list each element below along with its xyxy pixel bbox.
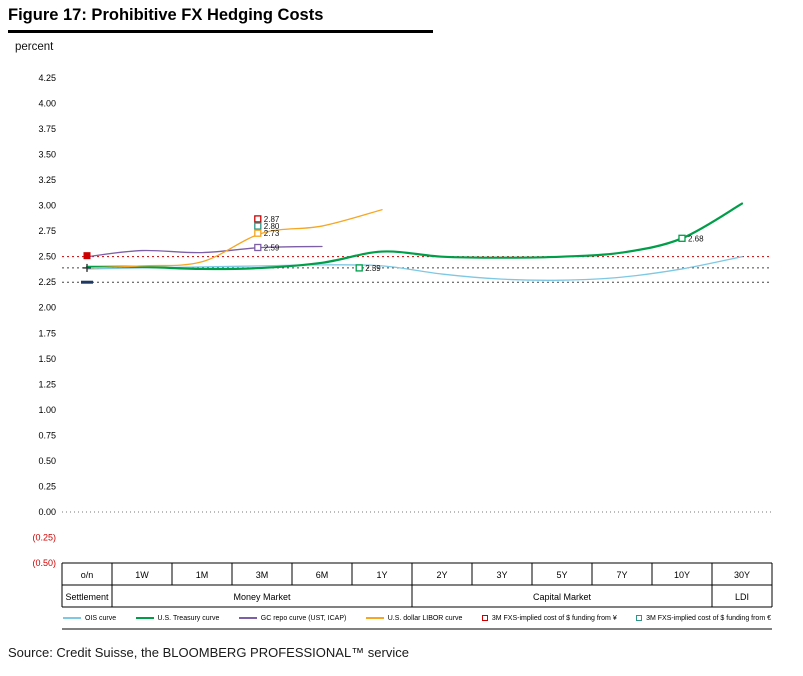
legend-square-swatch-icon: [636, 615, 643, 621]
y-tick-label: 2.75: [38, 226, 56, 236]
y-axis-unit-label: percent: [15, 41, 54, 53]
y-tick-label: 0.25: [38, 481, 56, 491]
y-tick-label: 1.50: [38, 354, 56, 364]
x-tick-label: 1W: [135, 570, 149, 580]
y-tick-label: 3.75: [38, 124, 56, 134]
y-tick-label: 0.00: [38, 507, 56, 517]
x-tick-label: o/n: [81, 570, 94, 580]
series-line-gc-repo-curve-ust-icap-: [86, 245, 323, 258]
point-marker: [678, 234, 686, 242]
x-tick-label: 5Y: [556, 570, 567, 580]
x-tick-label: 7Y: [616, 570, 627, 580]
y-tick-label: (0.50): [32, 558, 56, 568]
y-tick-label: 0.75: [38, 430, 56, 440]
y-tick-label: 3.50: [38, 150, 56, 160]
legend-line-swatch-icon: [365, 617, 384, 619]
x-tick-label: 6M: [316, 570, 329, 580]
y-tick-label: 2.50: [38, 252, 56, 262]
y-tick-label: 0.50: [38, 456, 56, 466]
point-marker: [254, 215, 262, 223]
legend-label: U.S. Treasury curve: [157, 614, 220, 622]
x-group-label: Capital Market: [533, 592, 592, 602]
series-line-ois-curve: [86, 256, 743, 281]
legend-line-swatch-icon: [63, 617, 81, 619]
legend-item-gc-repo-curve-ust-icap-: GC repo curve (UST, ICAP): [238, 614, 347, 622]
origin-marker-square: [83, 252, 91, 260]
legend-label: GC repo curve (UST, ICAP): [260, 614, 347, 622]
y-tick-label: 1.75: [38, 328, 56, 338]
y-tick-label: 1.00: [38, 405, 56, 415]
legend-label: U.S. dollar LIBOR curve: [387, 614, 463, 622]
y-tick-label: 3.00: [38, 201, 56, 211]
legend-square-swatch-icon: [481, 615, 488, 621]
y-tick-label: (0.25): [32, 532, 56, 542]
chart-legend: OIS curve U.S. Treasury curve GC repo curv…: [63, 608, 771, 628]
x-group-label: Money Market: [233, 592, 291, 602]
legend-label: 3M FXS-implied cost of $ funding from €: [646, 614, 771, 622]
point-marker: [355, 264, 363, 272]
legend-line-swatch-icon: [238, 617, 257, 619]
chart-canvas: 4.25 4.00 3.75 3.50 3.25 3.00 2.75 2.50 2.25 2.00…: [32, 73, 773, 630]
y-tick-label: 2.25: [38, 277, 56, 287]
x-tick-label: 3M: [256, 570, 269, 580]
x-group-label: LDI: [735, 592, 749, 602]
point-marker: [254, 222, 262, 230]
point-marker-label: 2.73: [264, 229, 280, 238]
legend-label: OIS curve: [85, 614, 117, 622]
source-line: Source: Credit Suisse, the BLOOMBERG PRO…: [8, 645, 409, 660]
legend-line-swatch-icon: [135, 617, 154, 619]
x-tick-label: 2Y: [436, 570, 447, 580]
legend-item-u-s-treasury-curve: U.S. Treasury curve: [135, 614, 220, 622]
x-tick-label: 1M: [196, 570, 209, 580]
point-marker-label: 2.87: [264, 215, 280, 224]
x-group-label: Settlement: [65, 592, 109, 602]
point-marker-label: 2.39: [365, 264, 381, 273]
series-line-u-s-treasury-curve: [85, 202, 744, 271]
y-tick-label: 4.25: [38, 73, 56, 83]
point-marker-label: 2.59: [264, 243, 280, 252]
legend-item-ois-curve: OIS curve: [63, 615, 116, 622]
point-marker-label: 2.68: [688, 234, 704, 243]
point-marker: [254, 243, 262, 252]
legend-item-3m-fxs-implied-cost-of-funding: 3M FXS-implied cost of $ funding from €: [636, 615, 771, 622]
y-tick-label: 4.00: [38, 99, 56, 109]
y-tick-label: 2.00: [38, 303, 56, 313]
x-tick-label: 1Y: [376, 570, 387, 580]
y-tick-label: 3.25: [38, 175, 56, 185]
legend-item-3m-fxs-implied-cost-of-funding: 3M FXS-implied cost of $ funding from ¥: [481, 614, 617, 622]
x-tick-label: 3Y: [496, 570, 507, 580]
x-tick-label: 10Y: [674, 570, 690, 580]
legend-item-u-s-dollar-libor-curve: U.S. dollar LIBOR curve: [365, 614, 463, 622]
y-tick-label: 1.25: [38, 379, 56, 389]
point-marker-label: 2.80: [264, 222, 280, 231]
figure-title: Figure 17: Prohibitive FX Hedging Costs: [8, 6, 324, 24]
series-line-u-s-dollar-libor-curve: [86, 209, 383, 269]
point-marker: [254, 229, 262, 237]
legend-label: 3M FXS-implied cost of $ funding from ¥: [491, 614, 617, 622]
x-tick-label: 30Y: [734, 570, 750, 580]
figure-header: Figure 17: Prohibitive FX Hedging Costs: [8, 6, 433, 33]
